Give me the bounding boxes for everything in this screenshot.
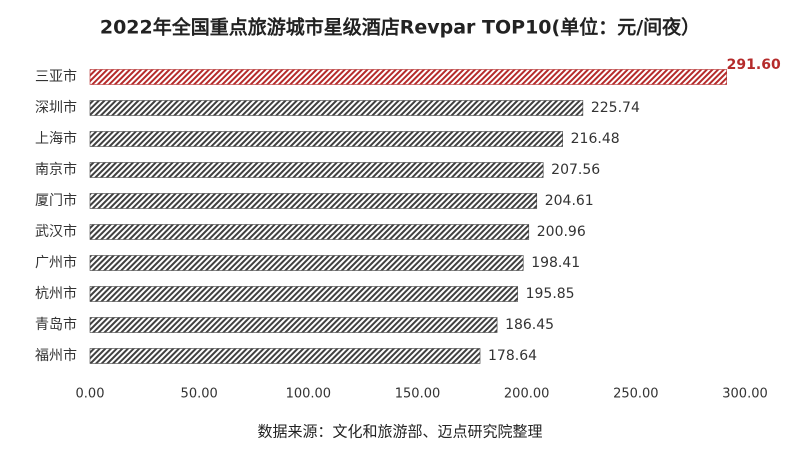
y-tick-label: 深圳市 [35,99,77,116]
bar [89,224,530,240]
y-tick-label: 广州市 [35,254,77,271]
y-tick-label: 厦门市 [35,192,77,209]
bar [89,255,524,271]
bar [89,348,481,364]
value-label: 216.48 [571,131,620,147]
value-label: 198.41 [531,255,580,271]
x-tick-label: 150.00 [395,387,441,402]
value-label: 204.61 [545,193,594,209]
x-tick-label: 250.00 [613,387,659,402]
value-label: 225.74 [591,100,640,116]
value-label: 195.85 [526,286,575,302]
y-tick-label: 上海市 [35,130,77,147]
x-tick-label: 100.00 [286,387,332,402]
value-label: 186.45 [505,317,554,333]
x-tick-label: 0.00 [76,387,105,402]
bar [89,317,498,333]
x-tick-label: 200.00 [504,387,550,402]
y-tick-label: 青岛市 [35,316,77,333]
y-tick-label: 三亚市 [35,68,77,85]
bar [89,69,727,85]
y-tick-label: 福州市 [35,347,77,364]
bar [89,162,544,178]
y-tick-label: 武汉市 [35,223,77,240]
value-label: 207.56 [551,162,600,178]
y-tick-label: 杭州市 [35,285,77,302]
bar [89,193,538,209]
x-tick-label: 50.00 [181,387,218,402]
bar [89,100,584,116]
x-tick-label: 300.00 [722,387,768,402]
y-tick-label: 南京市 [35,161,77,178]
value-label: 178.64 [488,348,537,364]
bar [89,286,518,302]
value-label: 291.60 [727,57,781,73]
chart-title: 2022年全国重点旅游城市星级酒店Revpar TOP10(单位：元/间夜） [100,16,700,39]
value-label: 200.96 [537,224,586,240]
bar [89,131,563,147]
source-note: 数据来源：文化和旅游部、迈点研究院整理 [257,423,542,441]
